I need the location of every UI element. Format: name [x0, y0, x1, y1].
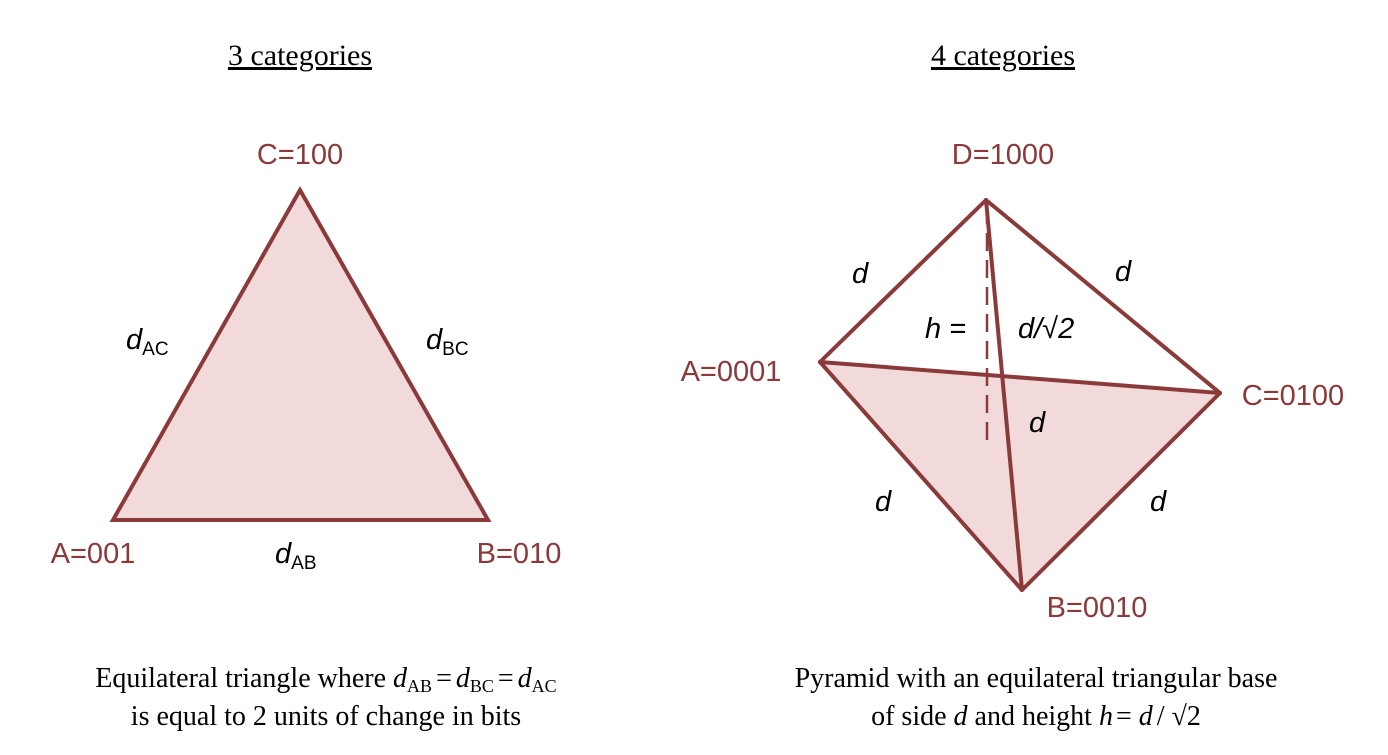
edge-label-cb4: d: [1150, 486, 1167, 518]
vertex-label-d: D=1000: [952, 139, 1054, 171]
edge-ac: [818, 360, 1222, 395]
edge-label-ac4: d: [1029, 407, 1046, 439]
edge-ab: [818, 360, 1024, 592]
edge-label-dc: d: [1115, 256, 1132, 288]
pyramid-edges: [818, 198, 1222, 592]
edge-label-ab4: d: [875, 486, 892, 518]
edge-dc: [984, 198, 1222, 395]
vertex-label-c: C=100: [257, 139, 343, 171]
edge-db: [984, 198, 1024, 592]
vertex-label-a: A=001: [51, 538, 136, 570]
equilateral-triangle: [109, 185, 492, 522]
vertex-label-b: B=010: [477, 538, 562, 570]
left-caption: Equilateral triangle where dAB = dBC = dAC i…: [95, 663, 556, 732]
edge-da: [818, 198, 988, 364]
edge-label-ab: dAB: [275, 538, 317, 574]
svg-text:dAB: dAB: [275, 538, 317, 574]
height-value-label: d/√2: [1018, 313, 1074, 345]
edge-label-bc: dBC: [426, 324, 469, 360]
height-label-h: h =: [925, 313, 966, 345]
svg-text:of side d and height h= d/ √2: of side d and height h = d / √2: [871, 701, 1201, 732]
pyramid-base-face: [820, 362, 1220, 590]
right-title: 4 categories: [931, 39, 1075, 72]
right-caption: Pyramid with an equilateral triangular b…: [795, 663, 1278, 732]
left-title: 3 categories: [228, 39, 372, 72]
svg-text:dAC: dAC: [126, 324, 169, 360]
vertex-label-b4: B=0010: [1047, 592, 1148, 624]
vertex-label-c4: C=0100: [1242, 380, 1344, 412]
edge-label-ac: dAC: [126, 324, 169, 360]
svg-text:dBC: dBC: [426, 324, 469, 360]
svg-text:Pyramid with an equilateral tr: Pyramid with an equilateral triangular b…: [795, 663, 1278, 694]
svg-text:is equal to 2 units of change: is equal to 2 units of change in bits: [131, 701, 521, 732]
svg-text:Equilateral triangle where dAB: Equilateral triangle where dAB = dBC = dAC: [95, 663, 556, 696]
edge-label-da: d: [852, 258, 869, 290]
edge-cb: [1020, 391, 1222, 592]
vertex-label-a4: A=0001: [681, 356, 782, 388]
